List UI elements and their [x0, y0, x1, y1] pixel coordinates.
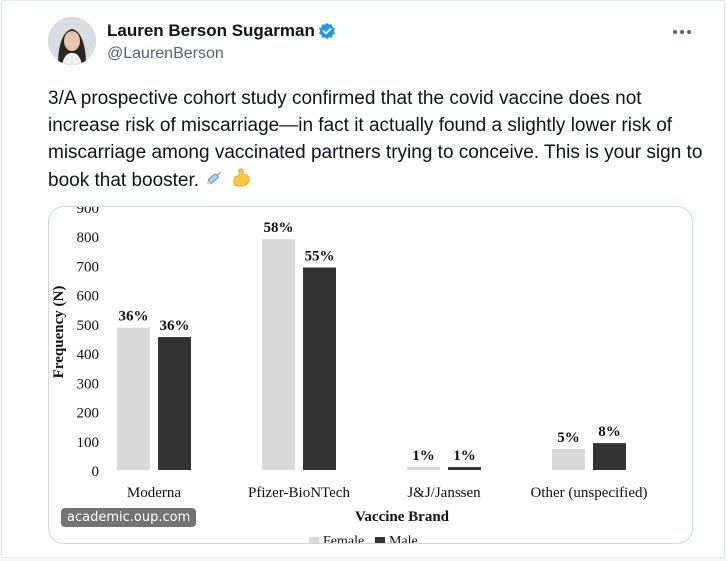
avatar[interactable] [48, 17, 96, 65]
y-tick-label: 600 [77, 289, 100, 305]
bar-female [552, 448, 585, 470]
flexed-biceps-emoji-icon [230, 166, 252, 196]
data-label: 36% [160, 318, 190, 334]
y-tick-label: 0 [92, 464, 100, 480]
y-tick-label: 300 [77, 376, 100, 392]
bar-female [262, 239, 295, 470]
y-tick-label: 700 [77, 259, 100, 275]
data-label: 55% [305, 249, 335, 265]
bar-male [593, 443, 626, 470]
data-label: 5% [557, 430, 580, 446]
bar-male [448, 467, 481, 470]
author-name[interactable]: Lauren Berson Sugarman [107, 21, 315, 40]
data-label: 8% [598, 424, 621, 440]
legend-label-male: Male [389, 534, 418, 543]
x-tick-label: Pfizer-BioNTech [248, 485, 350, 501]
bar-male [158, 337, 191, 470]
syringe-emoji-icon [204, 168, 224, 195]
bar-female [407, 467, 440, 470]
x-tick-label: J&J/Janssen [407, 485, 481, 501]
y-tick-label: 900 [77, 207, 100, 217]
verified-badge-icon [318, 22, 336, 40]
data-label: 1% [453, 448, 476, 464]
legend-label-female: Female [323, 534, 364, 543]
bar-female [117, 327, 150, 470]
data-label: 58% [264, 220, 294, 236]
y-tick-label: 800 [77, 230, 100, 246]
x-tick-label: Other (unspecified) [530, 485, 647, 501]
bar-chart: 0 100 200 300 400 500 600 700 800 900 Frequency (N… [51, 207, 648, 543]
source-badge: academic.oup.com [61, 508, 197, 527]
tweet-media-image[interactable]: 0 100 200 300 400 500 600 700 800 900 Frequency (N… [48, 206, 693, 544]
y-tick-label: 200 [77, 406, 100, 422]
tweet-text: 3/A prospective cohort study confirmed t… [48, 85, 708, 196]
bar-male [303, 267, 336, 470]
y-axis-label: Frequency (N) [51, 286, 67, 379]
more-options-icon[interactable] [670, 20, 694, 44]
legend-swatch-male [375, 537, 385, 543]
data-label: 36% [119, 309, 149, 325]
y-tick-label: 400 [77, 347, 100, 363]
author-handle[interactable]: @LaurenBerson [107, 45, 224, 62]
y-tick-label: 100 [77, 435, 100, 451]
legend-swatch-female [309, 537, 319, 543]
tweet-body: 3/A prospective cohort study confirmed t… [48, 88, 703, 192]
y-tick-label: 500 [77, 318, 100, 334]
x-axis-label: Vaccine Brand [355, 509, 450, 525]
data-label: 1% [412, 448, 435, 464]
x-tick-label: Moderna [127, 485, 181, 501]
